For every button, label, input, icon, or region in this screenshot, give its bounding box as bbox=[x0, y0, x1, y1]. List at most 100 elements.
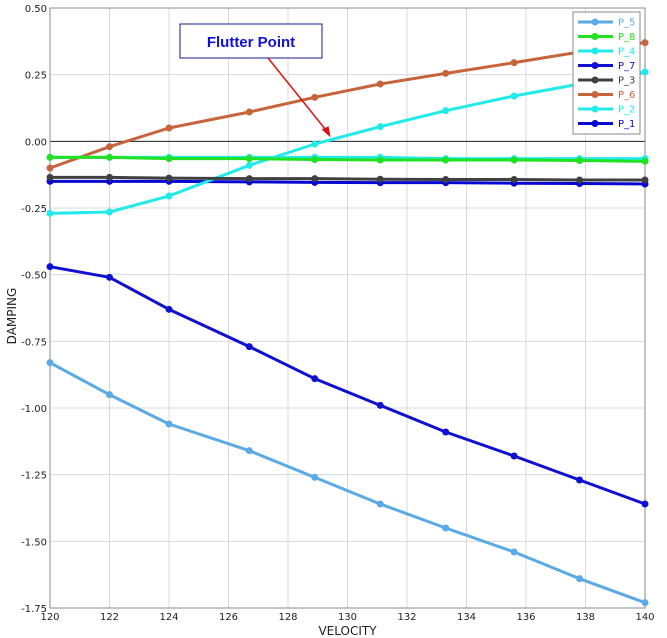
legend-label: P_2 bbox=[618, 105, 635, 116]
data-point bbox=[641, 39, 649, 47]
data-point bbox=[245, 161, 253, 169]
data-point bbox=[311, 140, 319, 148]
data-point bbox=[311, 175, 319, 183]
data-point bbox=[106, 153, 113, 161]
legend-item-P_6: P_6 bbox=[578, 90, 635, 101]
data-point bbox=[510, 175, 518, 183]
x-tick-label: 130 bbox=[338, 612, 357, 623]
data-point bbox=[442, 428, 450, 436]
legend-label: P_3 bbox=[618, 76, 635, 87]
plot-frame bbox=[49, 7, 646, 609]
data-point bbox=[46, 359, 54, 367]
data-point bbox=[245, 343, 253, 351]
data-point bbox=[641, 500, 649, 508]
series-line bbox=[50, 155, 646, 163]
x-tick-label: 120 bbox=[40, 612, 59, 623]
x-tick-label: 134 bbox=[457, 612, 476, 623]
data-point bbox=[641, 599, 649, 607]
legend-item-P_4: P_4 bbox=[578, 47, 635, 58]
series-line bbox=[49, 265, 646, 506]
data-point bbox=[510, 156, 518, 164]
data-point bbox=[106, 208, 113, 216]
y-tick-label: -0.75 bbox=[21, 337, 47, 348]
y-axis-title: DAMPING bbox=[5, 288, 19, 345]
legend-marker bbox=[591, 62, 599, 69]
legend-label: P_7 bbox=[618, 61, 635, 72]
legend-label: P_8 bbox=[618, 32, 635, 43]
legend-box bbox=[572, 11, 641, 135]
data-point bbox=[641, 176, 649, 184]
y-tick-label: -1.25 bbox=[21, 471, 47, 482]
data-point bbox=[376, 500, 384, 508]
data-point bbox=[46, 173, 54, 181]
data-point bbox=[106, 173, 113, 181]
data-point bbox=[165, 420, 173, 428]
legend-marker bbox=[591, 105, 599, 113]
data-point bbox=[46, 209, 54, 217]
data-point bbox=[311, 93, 319, 101]
legend-marker bbox=[591, 76, 599, 84]
series-P_3 bbox=[46, 173, 649, 184]
legend-label: P_5 bbox=[618, 18, 635, 29]
data-point bbox=[311, 473, 319, 481]
data-point bbox=[311, 375, 319, 383]
data-point bbox=[165, 155, 173, 163]
annotation-box bbox=[179, 23, 323, 59]
series-P_7 bbox=[46, 263, 649, 508]
data-point bbox=[376, 80, 384, 88]
data-point bbox=[165, 174, 173, 182]
annotation-text: Flutter Point bbox=[207, 34, 295, 51]
data-point bbox=[510, 59, 518, 67]
legend-marker bbox=[591, 18, 599, 26]
data-point bbox=[376, 156, 384, 164]
legend-item-P_5: P_5 bbox=[578, 18, 635, 29]
data-point bbox=[106, 273, 113, 281]
data-point bbox=[576, 476, 584, 484]
legend-item-P_2: P_2 bbox=[578, 105, 635, 116]
annotation-arrowhead bbox=[321, 126, 331, 138]
x-tick-label: 126 bbox=[219, 612, 238, 623]
legend-marker bbox=[591, 91, 599, 98]
x-tick-label: 138 bbox=[576, 612, 595, 623]
data-point bbox=[245, 175, 253, 183]
data-point bbox=[165, 124, 173, 132]
legend-label: P_6 bbox=[618, 90, 635, 101]
data-point bbox=[442, 69, 450, 77]
legend-label: P_1 bbox=[618, 119, 635, 130]
data-point bbox=[510, 92, 518, 100]
data-point bbox=[245, 108, 253, 116]
x-axis-title: VELOCITY bbox=[318, 624, 377, 638]
legend-marker bbox=[591, 47, 599, 55]
data-point bbox=[376, 123, 384, 131]
data-point bbox=[376, 175, 384, 183]
x-tick-label: 124 bbox=[159, 612, 178, 623]
series-line bbox=[50, 175, 645, 182]
series-line bbox=[49, 41, 646, 170]
x-tick-label: 128 bbox=[278, 612, 297, 623]
data-point bbox=[641, 68, 649, 76]
legend-marker bbox=[591, 120, 599, 127]
x-tick-label: 122 bbox=[100, 612, 119, 623]
data-point bbox=[46, 164, 54, 172]
series-group bbox=[46, 39, 649, 607]
series-line bbox=[49, 70, 646, 215]
data-point bbox=[576, 157, 584, 165]
x-tick-label: 140 bbox=[635, 612, 654, 623]
legend-item-P_3: P_3 bbox=[578, 76, 635, 87]
annotation: Flutter Point bbox=[179, 23, 331, 138]
legend-item-P_8: P_8 bbox=[578, 32, 635, 43]
data-point bbox=[165, 305, 173, 313]
series-P_8 bbox=[46, 153, 649, 165]
x-tick-label: 132 bbox=[397, 612, 416, 623]
legend-item-P_7: P_7 bbox=[578, 61, 635, 72]
legend-item-P_1: P_1 bbox=[578, 119, 635, 130]
data-point bbox=[641, 157, 649, 165]
data-point bbox=[442, 175, 450, 183]
series-P_5 bbox=[46, 359, 649, 607]
data-point bbox=[442, 107, 450, 115]
data-point bbox=[376, 401, 384, 409]
y-tick-label: -1.75 bbox=[21, 604, 47, 615]
data-point bbox=[245, 447, 253, 455]
y-tick-label: -0.25 bbox=[21, 204, 47, 215]
